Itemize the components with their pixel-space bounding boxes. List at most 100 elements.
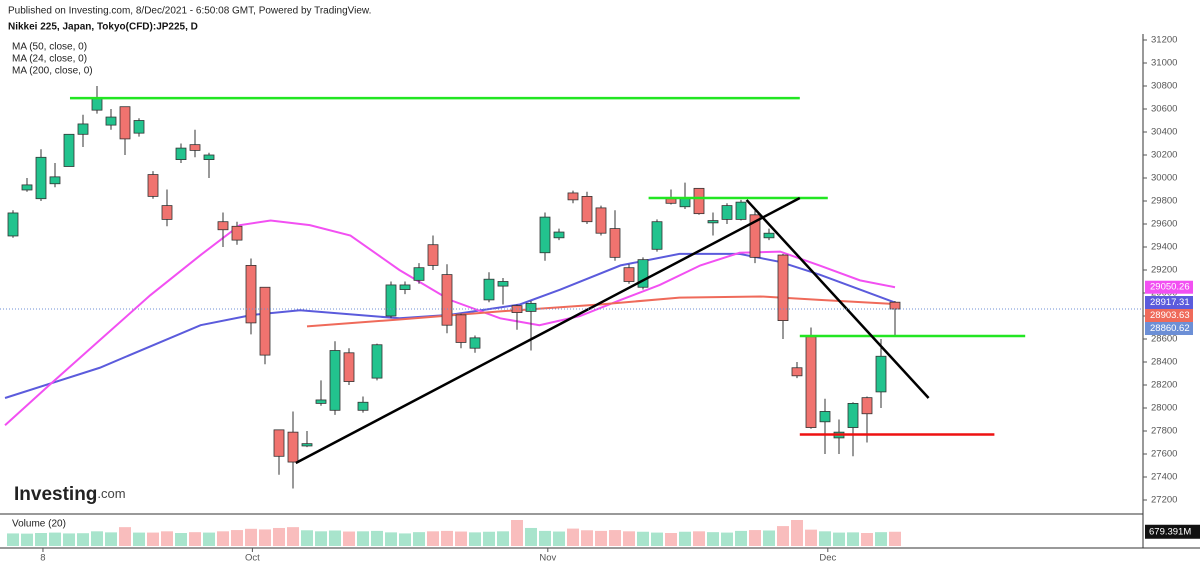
candle-body: [651, 221, 663, 250]
volume-bar: [651, 532, 663, 546]
candle-body: [595, 207, 607, 234]
candle-body: [161, 205, 173, 220]
logo: Investing.com: [14, 484, 126, 505]
candle-body: [455, 314, 467, 343]
volume-bar: [259, 529, 271, 546]
volume-legend: Volume (20): [12, 519, 66, 530]
candle-body: [525, 302, 537, 312]
volume-bar: [217, 531, 229, 546]
candle-body: [217, 221, 229, 231]
y-tick-label: 27600: [1151, 449, 1177, 460]
y-tick-label: 27800: [1151, 426, 1177, 437]
candle-body: [889, 301, 901, 310]
y-tick-label: 28400: [1151, 357, 1177, 368]
candle-body: [441, 274, 453, 326]
candle-body: [21, 184, 33, 191]
candle-body: [749, 214, 761, 258]
candle-body: [777, 254, 789, 322]
volume-bar: [161, 531, 173, 546]
candle-body: [301, 443, 313, 447]
candle-body: [315, 399, 327, 404]
candle-body: [385, 284, 397, 317]
candle-body: [539, 216, 551, 254]
y-tick-label: 30800: [1151, 81, 1177, 92]
price-badge-label: 28903.63: [1150, 310, 1190, 321]
candle-body: [875, 355, 887, 393]
volume-bar: [735, 530, 747, 546]
candle-body: [203, 154, 215, 160]
volume-bar: [7, 533, 19, 546]
volume-bar: [833, 532, 845, 546]
price-badge-label: 29050.26: [1150, 282, 1190, 293]
volume-bar: [763, 530, 775, 546]
candle-body: [707, 220, 719, 224]
volume-bar: [483, 531, 495, 546]
candle-body: [847, 402, 859, 428]
price-badge: [1145, 280, 1193, 294]
volume-bar: [847, 532, 859, 546]
legend-entry: MA (24, close, 0): [12, 54, 87, 65]
candle-body: [259, 286, 271, 356]
volume-bar: [343, 531, 355, 546]
candle-body: [483, 278, 495, 301]
y-tick-label: 31200: [1151, 35, 1177, 46]
candle-body: [273, 429, 285, 457]
y-tick-label: 27200: [1151, 495, 1177, 506]
x-tick-label: 8: [40, 553, 45, 564]
volume-bar: [301, 530, 313, 546]
volume-bar: [63, 533, 75, 546]
volume-bar: [273, 527, 285, 546]
candle-body: [763, 232, 775, 239]
volume-bar: [315, 531, 327, 546]
volume-bar: [679, 531, 691, 546]
chart-title: Nikkei 225, Japan, Tokyo(CFD):JP225, D: [8, 22, 198, 33]
candle-body: [413, 267, 425, 281]
price-badge: [1145, 296, 1193, 310]
price-badge: [1145, 309, 1193, 323]
x-tick-label: Nov: [539, 553, 556, 564]
candle-body: [609, 228, 621, 258]
y-tick-label: 28600: [1151, 334, 1177, 345]
candle-body: [133, 120, 145, 134]
candle-body: [665, 198, 677, 204]
volume-bar: [147, 532, 159, 546]
volume-bar: [511, 520, 523, 546]
volume-bar: [427, 531, 439, 546]
candle-body: [357, 401, 369, 411]
candle-body: [147, 174, 159, 197]
candle-body: [553, 231, 565, 239]
candle-body: [693, 187, 705, 215]
volume-bar: [175, 533, 187, 546]
price-badge-label: 28860.62: [1150, 323, 1190, 334]
volume-bar: [875, 532, 887, 546]
volume-bar: [287, 527, 299, 546]
x-tick-label: Dec: [819, 553, 836, 564]
candle-body: [497, 281, 509, 287]
volume-bar: [119, 527, 131, 546]
legend-entry: MA (200, close, 0): [12, 66, 93, 77]
volume-bar: [399, 533, 411, 546]
candle-body: [637, 259, 649, 288]
candle-body: [105, 116, 117, 126]
volume-bar: [91, 531, 103, 546]
candle-body: [329, 350, 341, 411]
candle-body: [623, 267, 635, 282]
published-note: Published on Investing.com, 8/Dec/2021 -…: [8, 6, 371, 17]
candle-body: [581, 195, 593, 223]
y-tick-label: 27400: [1151, 472, 1177, 483]
candle-body: [735, 201, 747, 220]
volume-bar: [861, 533, 873, 546]
y-tick-label: 29400: [1151, 242, 1177, 253]
volume-bar: [581, 530, 593, 546]
candle-body: [721, 205, 733, 220]
volume-bar: [693, 531, 705, 546]
volume-bar: [707, 532, 719, 546]
volume-bar: [133, 532, 145, 546]
volume-bar: [77, 533, 89, 546]
volume-bar: [749, 530, 761, 546]
candle-body: [861, 397, 873, 415]
y-tick-label: 29200: [1151, 265, 1177, 276]
y-tick-label: 30000: [1151, 173, 1177, 184]
candle-body: [567, 192, 579, 201]
